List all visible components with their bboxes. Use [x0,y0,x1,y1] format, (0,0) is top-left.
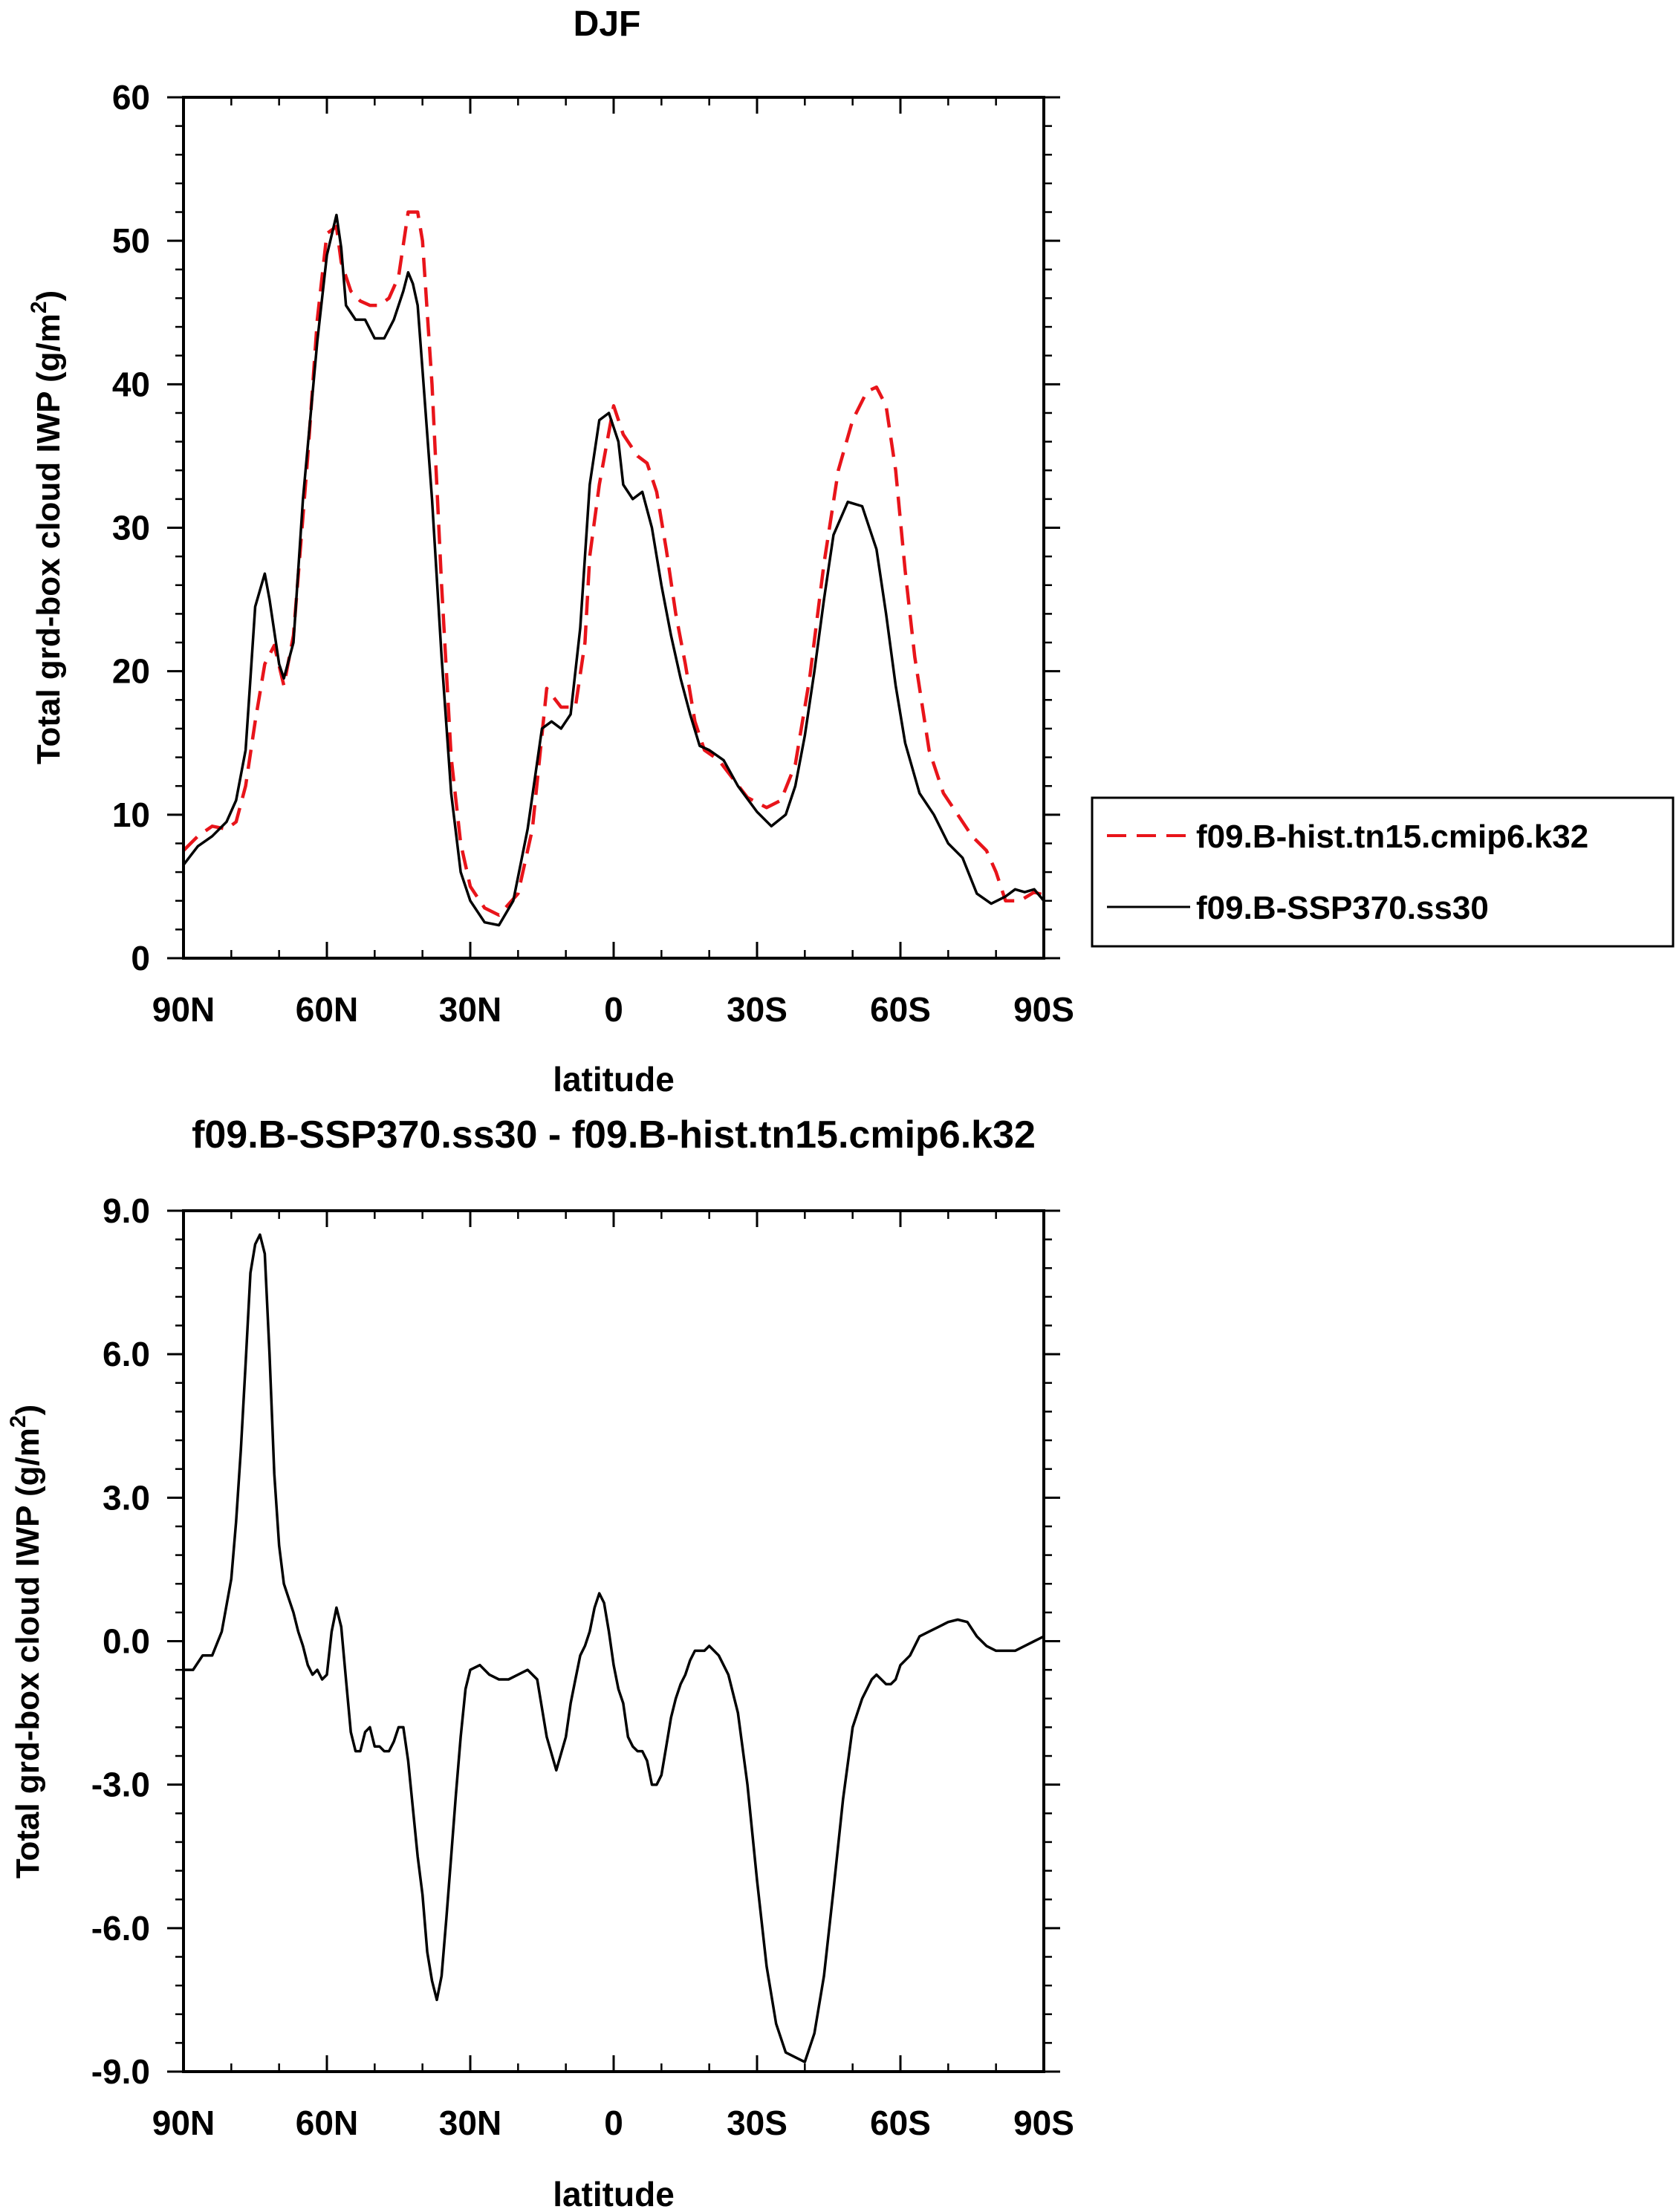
y-tick-label-3: 0.0 [103,1622,150,1661]
x-tick-label-1: 60N [296,2104,358,2142]
x-tick-label-2: 30N [439,2104,501,2142]
x-tick-label-4: 30S [727,990,787,1029]
top-x-tick-labels: 90N 60N 30N 0 30S 60S 90S [152,990,1074,1029]
x-tick-label-0: 90N [152,990,215,1029]
x-tick-label-4: 30S [727,2104,787,2142]
top-y-tick-labels: 0 10 20 30 40 50 60 [112,78,150,977]
y-tick-label-1: -6.0 [91,1909,150,1948]
series-line-0 [182,210,1045,917]
legend: f09.B-hist.tn15.cmip6.k32 f09.B-SSP370.s… [1091,796,1675,948]
bottom-x-tick-labels: 90N 60N 30N 0 30S 60S 90S [152,2104,1074,2142]
bottom-chart-series [184,1233,1045,2063]
top-x-axis-label: latitude [553,1060,675,1099]
bottom-chart-title: f09.B-SSP370.ss30 - f09.B-hist.tn15.cmip… [192,1113,1036,1157]
top-y-axis-label-close: ) [30,290,67,302]
legend-label-hist: f09.B-hist.tn15.cmip6.k32 [1196,819,1588,855]
top-y-axis-label: Total grd-box cloud IWP (g/m2) [27,290,67,764]
y-tick-label-5: 50 [112,221,150,260]
bottom-panel: f09.B-SSP370.ss30 - f09.B-hist.tn15.cmip… [6,1113,1074,2212]
y-tick-label-6: 60 [112,78,150,117]
x-tick-label-5: 60S [870,990,931,1029]
x-tick-label-0: 90N [152,2104,215,2142]
x-tick-label-5: 60S [870,2104,931,2142]
top-plot-frame [182,96,1045,960]
y-tick-label-2: -3.0 [91,1766,150,1804]
x-tick-label-6: 90S [1013,990,1074,1029]
x-tick-label-2: 30N [439,990,501,1029]
top-y-axis-label-main: Total grd-box cloud IWP (g/m [30,313,67,764]
y-tick-label-6: 9.0 [103,1191,150,1230]
x-tick-label-6: 90S [1013,2104,1074,2142]
y-tick-label-2: 20 [112,652,150,691]
y-tick-label-4: 40 [112,365,150,403]
y-tick-label-0: -9.0 [91,2052,150,2091]
x-tick-label-3: 0 [604,990,623,1029]
top-chart-title: DJF [574,4,641,44]
bottom-y-axis-label: Total grd-box cloud IWP (g/m2) [6,1405,46,1878]
bottom-y-axis-label-superscript: 2 [6,1415,30,1428]
y-tick-label-1: 10 [112,796,150,834]
top-chart-series [182,210,1045,927]
legend-label-ssp370: f09.B-SSP370.ss30 [1196,890,1489,926]
bottom-x-axis-label: latitude [553,2175,675,2212]
y-tick-label-3: 30 [112,509,150,547]
x-tick-label-3: 0 [604,2104,623,2142]
bottom-y-tick-labels: -9.0 -6.0 -3.0 0.0 3.0 6.0 9.0 [91,1191,150,2091]
bottom-y-axis-label-close: ) [10,1405,46,1416]
bottom-y-axis-label-main: Total grd-box cloud IWP (g/m [10,1428,46,1878]
y-tick-label-0: 0 [131,939,150,977]
top-y-axis-label-superscript: 2 [27,301,51,313]
top-panel: DJF 90N 60N 30N 0 30S 60S 90S 0 10 20 30 40 50 60 la… [27,4,1675,1099]
x-tick-label-1: 60N [296,990,358,1029]
y-tick-label-5: 6.0 [103,1335,150,1373]
series-line-1 [182,213,1045,927]
bottom-plot-frame [182,1209,1045,2073]
series-line-0 [184,1233,1045,2063]
legend-box [1091,796,1675,948]
y-tick-label-4: 3.0 [103,1478,150,1517]
